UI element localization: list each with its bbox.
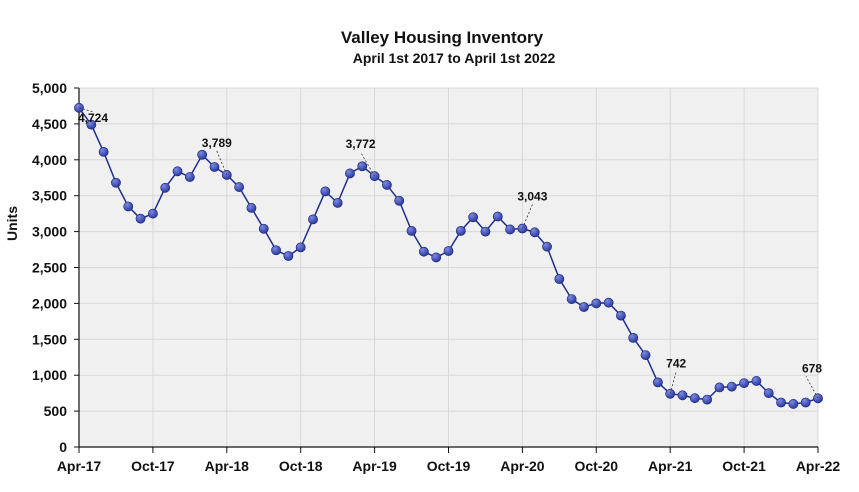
data-point — [652, 377, 663, 388]
x-tick-label: Oct-18 — [279, 458, 323, 474]
data-point — [345, 168, 355, 179]
data-label-leader — [522, 204, 533, 229]
y-tick-label: 3,500 — [32, 188, 67, 204]
data-point — [529, 227, 540, 238]
data-label-leader — [78, 107, 94, 113]
data-point — [689, 393, 700, 404]
data-point — [271, 245, 281, 256]
chart-subtitle: April 1st 2017 to April 1st 2022 — [352, 50, 556, 66]
data-point — [135, 213, 146, 224]
x-tick-label: Apr-18 — [205, 458, 250, 474]
data-point — [714, 382, 725, 393]
y-axis-ticks: 0 500 1,000 1,500 2,000 2,500 3,000 3,500 4,000 4… — [32, 80, 79, 455]
data-point — [332, 197, 343, 208]
data-point — [234, 182, 245, 192]
data-point — [184, 172, 195, 182]
data-label: 742 — [666, 357, 686, 371]
data-point — [640, 350, 651, 360]
data-point — [788, 399, 799, 409]
data-point — [505, 224, 515, 235]
data-point — [455, 225, 466, 236]
data-label: 3,772 — [346, 137, 376, 151]
y-tick-label: 4,500 — [32, 116, 67, 132]
data-point — [616, 310, 626, 321]
data-point — [628, 332, 639, 343]
x-tick-label: Oct-21 — [722, 458, 766, 474]
data-point — [431, 252, 442, 263]
x-tick-label: Apr-20 — [500, 458, 545, 474]
data-point — [147, 208, 158, 219]
y-tick-label: 3,000 — [32, 224, 67, 240]
data-points — [74, 102, 823, 409]
data-point — [283, 251, 294, 261]
x-tick-label: Oct-20 — [575, 458, 619, 474]
y-axis-label: Units — [4, 206, 20, 241]
data-point — [739, 378, 749, 388]
data-point — [579, 302, 589, 312]
data-point — [295, 242, 306, 253]
x-tick-label: Apr-17 — [57, 458, 102, 474]
y-tick-label: 4,000 — [32, 152, 67, 168]
x-tick-label: Apr-19 — [352, 458, 397, 474]
x-tick-label: Apr-22 — [796, 458, 841, 474]
data-point — [111, 177, 121, 188]
y-tick-label: 1,500 — [32, 331, 67, 347]
data-point — [406, 225, 417, 236]
data-label: 3,789 — [202, 136, 232, 150]
gridlines — [78, 87, 819, 447]
data-labels: 4,724 3,789 3,772 3,043 742 678 — [78, 107, 822, 399]
data-point — [677, 390, 688, 401]
y-tick-label: 1,000 — [32, 367, 67, 383]
data-point — [98, 147, 109, 157]
data-label: 4,724 — [78, 111, 108, 125]
data-point — [603, 297, 614, 308]
chart-title: Valley Housing Inventory — [340, 28, 544, 47]
data-point — [357, 161, 368, 172]
y-tick-label: 5,000 — [32, 80, 67, 96]
data-point — [258, 223, 269, 234]
data-point — [726, 381, 737, 392]
data-point — [382, 180, 392, 190]
x-axis-ticks: Apr-17 Oct-17 Apr-18 Oct-18 Apr-19 Oct-19 Apr-… — [57, 447, 841, 474]
data-point — [702, 394, 713, 405]
data-point — [172, 166, 183, 177]
data-point — [554, 274, 565, 284]
data-point — [542, 241, 552, 252]
data-point — [480, 226, 491, 237]
data-point — [320, 186, 331, 197]
data-label-leader — [216, 150, 228, 176]
data-point — [591, 298, 602, 309]
data-point — [308, 214, 318, 225]
data-point — [566, 294, 577, 304]
data-point — [776, 397, 786, 408]
data-point — [800, 397, 811, 408]
data-point — [246, 203, 257, 213]
data-label-leader — [360, 151, 375, 177]
data-point — [443, 246, 454, 256]
y-tick-label: 0 — [59, 439, 67, 455]
data-point — [468, 212, 479, 223]
x-tick-label: Oct-17 — [131, 458, 175, 474]
y-tick-label: 2,500 — [32, 260, 67, 276]
x-tick-label: Oct-19 — [427, 458, 471, 474]
y-tick-label: 500 — [44, 403, 68, 419]
data-point — [751, 376, 762, 386]
data-point — [492, 211, 503, 222]
data-point — [160, 182, 171, 193]
data-label: 3,043 — [517, 190, 547, 204]
data-point — [123, 201, 134, 212]
y-tick-label: 2,000 — [32, 295, 67, 311]
data-label-leader — [805, 376, 819, 399]
data-point — [763, 388, 774, 399]
data-point — [197, 149, 208, 160]
data-point — [394, 195, 405, 206]
data-label: 678 — [802, 361, 822, 375]
data-point — [418, 246, 429, 257]
data-point — [86, 119, 97, 130]
x-tick-label: Apr-21 — [648, 458, 693, 474]
data-point — [209, 162, 220, 172]
